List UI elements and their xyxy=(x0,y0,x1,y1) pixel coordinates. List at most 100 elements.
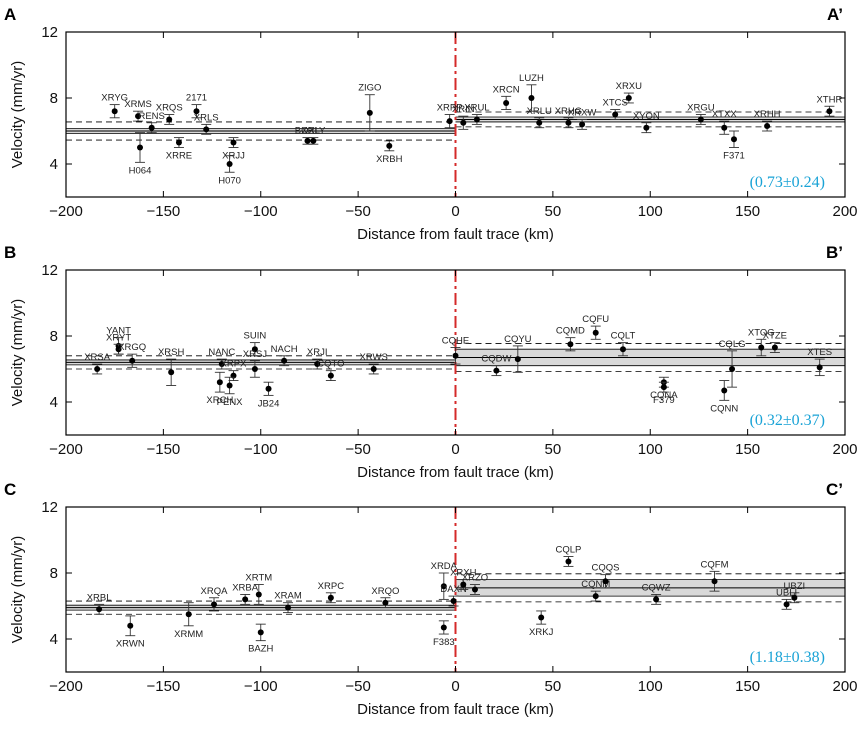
station-label: CQNM xyxy=(581,579,610,590)
y-tick-label: 8 xyxy=(50,565,58,582)
data-point xyxy=(730,136,737,143)
station-label: DAXN xyxy=(440,584,467,595)
station-label: XRQS xyxy=(156,103,183,114)
data-point xyxy=(711,578,718,585)
data-point xyxy=(193,108,200,115)
station-label: H070 xyxy=(218,175,241,186)
panel-letter-start: B xyxy=(4,243,16,262)
station-label: BOXL xyxy=(295,126,320,137)
data-point xyxy=(129,357,136,364)
x-tick-label: −200 xyxy=(49,203,83,220)
x-tick-label: −100 xyxy=(244,203,278,220)
data-point xyxy=(729,366,736,372)
x-tick-label: −100 xyxy=(244,678,278,695)
data-point xyxy=(579,121,586,128)
data-point xyxy=(327,594,334,601)
data-point xyxy=(255,591,262,598)
data-point xyxy=(816,364,823,371)
x-tick-label: 0 xyxy=(451,678,459,695)
data-point xyxy=(310,137,317,144)
x-tick-label: −50 xyxy=(345,441,370,458)
y-tick-label: 4 xyxy=(50,394,58,411)
station-label: XRJI xyxy=(307,347,328,358)
data-point xyxy=(514,356,521,363)
station-label: XRLS xyxy=(194,112,219,123)
station-label: XRQO xyxy=(371,586,399,597)
x-tick-label: −150 xyxy=(146,203,180,220)
data-point xyxy=(382,599,389,606)
data-point xyxy=(791,594,798,601)
station-label: CQQS xyxy=(591,563,619,574)
station-label: CQNN xyxy=(710,403,738,414)
x-tick-label: 50 xyxy=(545,203,562,220)
station-label: XRLU xyxy=(527,106,552,117)
station-label: XRPP xyxy=(437,103,463,114)
station-label: XRSA xyxy=(84,352,111,363)
data-point xyxy=(697,116,704,123)
data-point xyxy=(440,583,447,590)
station-label: XRPC xyxy=(318,581,345,592)
station-label: UBZI xyxy=(784,581,806,592)
station-label: CQFU xyxy=(582,314,609,325)
station-label: XTHR xyxy=(816,94,842,105)
station-label: CQFM xyxy=(701,559,729,570)
station-label: LUZH xyxy=(519,73,544,84)
data-point xyxy=(565,558,572,565)
station-label: YANT xyxy=(106,326,131,337)
data-point xyxy=(602,578,609,585)
x-axis-title: Distance from fault trace (km) xyxy=(357,226,554,243)
station-label: XRXW xyxy=(568,107,597,118)
data-point xyxy=(826,108,833,115)
x-tick-label: −150 xyxy=(146,441,180,458)
station-label: XRSJ xyxy=(243,349,268,360)
x-tick-label: 150 xyxy=(735,203,760,220)
station-label: XRZO xyxy=(462,573,488,584)
station-label: XRWN xyxy=(116,639,145,650)
data-point xyxy=(185,611,192,618)
station-label: XRCH xyxy=(206,395,233,406)
data-point xyxy=(226,161,233,167)
x-axis-title: Distance from fault trace (km) xyxy=(357,701,554,718)
station-label: CQLG xyxy=(719,339,746,350)
y-tick-label: 8 xyxy=(50,90,58,107)
y-tick-label: 12 xyxy=(41,262,58,279)
x-tick-label: 50 xyxy=(545,441,562,458)
station-label: ZIGO xyxy=(358,83,381,94)
data-point xyxy=(536,119,543,126)
data-point xyxy=(96,606,103,613)
data-point xyxy=(493,367,500,374)
station-label: XRMM xyxy=(174,629,203,640)
station-label: CQDW xyxy=(481,354,511,365)
data-point xyxy=(771,344,778,351)
ratio-label: (1.18±0.38) xyxy=(750,649,825,666)
data-point xyxy=(450,598,457,605)
station-label: XTCS xyxy=(603,98,628,109)
data-point xyxy=(166,116,173,123)
station-label: NACH xyxy=(271,344,298,355)
data-point xyxy=(460,119,467,126)
station-label: XTOG xyxy=(748,327,775,338)
data-point xyxy=(567,341,574,348)
data-point xyxy=(538,614,545,621)
data-point xyxy=(764,123,771,130)
station-label: XRCN xyxy=(493,84,520,95)
station-label: XTES xyxy=(807,347,832,358)
y-tick-label: 12 xyxy=(41,499,58,516)
x-tick-label: 0 xyxy=(451,441,459,458)
data-point xyxy=(148,124,155,131)
data-point xyxy=(370,366,377,372)
data-point xyxy=(446,118,453,125)
station-label: XRMS xyxy=(124,99,151,110)
data-point xyxy=(251,366,258,372)
data-point xyxy=(471,586,478,593)
station-label: XRXU xyxy=(616,81,643,92)
station-label: CQNA xyxy=(650,390,678,401)
data-point xyxy=(242,596,249,603)
station-label: XRLY xyxy=(301,126,326,137)
station-label: XRYG xyxy=(101,93,128,104)
data-point xyxy=(127,622,134,629)
station-label: XRTM xyxy=(245,573,272,584)
station-label: XRYT xyxy=(106,332,131,343)
x-tick-label: 0 xyxy=(451,203,459,220)
